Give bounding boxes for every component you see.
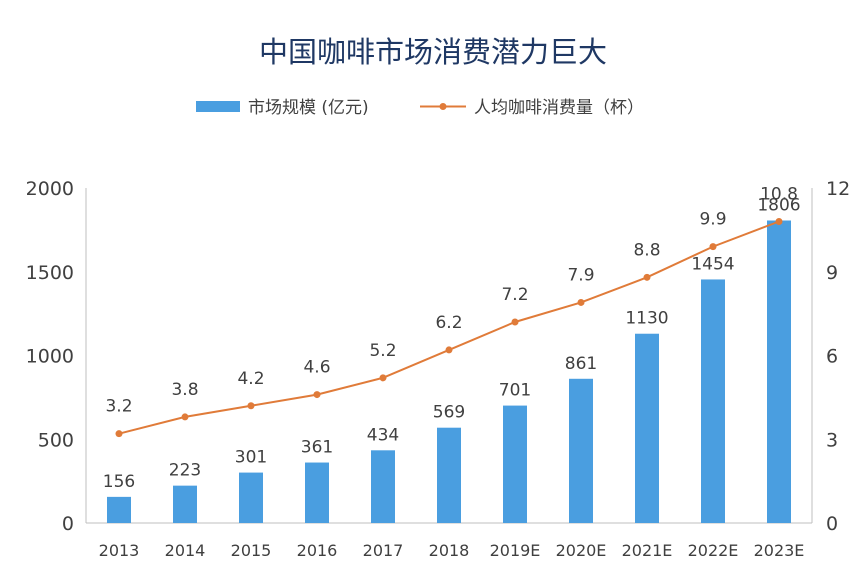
- line-point: [379, 374, 387, 382]
- x-tick-label: 2020E: [556, 541, 607, 560]
- bar: [635, 333, 659, 523]
- bar: [503, 405, 527, 523]
- y-left-tick-label: 500: [38, 429, 74, 451]
- line-value-label: 3.8: [171, 380, 198, 400]
- bar-value-label: 301: [235, 448, 267, 468]
- line-point: [775, 218, 783, 225]
- bar-value-label: 1806: [757, 195, 800, 215]
- line-point: [643, 273, 651, 281]
- legend-label-line: 人均咖啡消费量（杯）: [474, 98, 644, 118]
- x-tick-label: 2023E: [754, 541, 805, 560]
- line-value-label: 8.8: [633, 240, 660, 260]
- line-value-label: 4.6: [303, 358, 330, 378]
- line-value-label: 10.8: [760, 185, 798, 205]
- bar-value-label: 361: [301, 438, 333, 458]
- x-tick-label: 2018: [429, 541, 470, 560]
- line-point: [313, 391, 321, 399]
- x-tick-label: 2017: [363, 541, 404, 560]
- x-tick-label: 2021E: [622, 541, 673, 560]
- legend-swatch-marker: [439, 103, 447, 110]
- legend: 市场规模 (亿元) 人均咖啡消费量（杯）: [196, 98, 644, 118]
- bar: [107, 496, 131, 523]
- bar-value-label: 156: [103, 472, 135, 492]
- bar-value-label: 223: [169, 461, 201, 481]
- y-left-tick-label: 1500: [26, 262, 74, 284]
- y-left-tick-label: 0: [62, 513, 74, 535]
- bar-value-label: 1454: [691, 254, 734, 274]
- bar-value-label: 1130: [625, 309, 668, 329]
- line-value-label: 4.2: [237, 369, 264, 389]
- y-right-tick-label: 0: [826, 513, 838, 535]
- legend-label-bar: 市场规模 (亿元): [248, 98, 369, 118]
- line-point: [511, 318, 519, 326]
- bar: [569, 378, 593, 523]
- bars: 156 223 301 361 434 569 701 861 1130 1454 1806: [103, 195, 801, 523]
- x-tick-label: 2013: [99, 541, 140, 560]
- line-value-label: 3.2: [105, 397, 132, 417]
- line-value-label: 5.2: [369, 341, 396, 361]
- bar: [239, 472, 263, 523]
- bar-value-label: 861: [565, 354, 597, 374]
- line-point: [181, 413, 189, 421]
- y-left-tick-label: 1000: [26, 346, 74, 368]
- x-tick-label: 2016: [297, 541, 338, 560]
- bar: [437, 427, 461, 523]
- line-value-label: 9.9: [699, 210, 726, 230]
- line-value-label: 7.2: [501, 285, 528, 305]
- line-point: [577, 298, 585, 306]
- x-tick-label: 2014: [165, 541, 206, 560]
- line-value-label: 7.9: [567, 265, 594, 285]
- x-tick-label: 2015: [231, 541, 272, 560]
- y-right-tick-label: 6: [826, 346, 838, 368]
- bar-value-label: 701: [499, 381, 531, 401]
- line-point: [115, 430, 123, 438]
- line-point: [445, 346, 453, 354]
- y-right-tick-label: 12: [826, 178, 850, 200]
- y-right-tick-label: 9: [826, 262, 838, 284]
- x-tick-label: 2019E: [490, 541, 541, 560]
- y-right-tick-label: 3: [826, 429, 838, 451]
- line-point: [247, 402, 255, 410]
- bar-value-label: 434: [367, 425, 399, 445]
- y-left-tick-label: 2000: [26, 178, 74, 200]
- x-tick-label: 2022E: [688, 541, 739, 560]
- bar: [701, 279, 725, 523]
- line-series: 3.2 3.8 4.2 4.6 5.2 6.2 7.2 7.9 8.8 9.9 10.8: [105, 185, 798, 438]
- chart-title: 中国咖啡市场消费潜力巨大: [259, 35, 607, 69]
- bar: [767, 220, 791, 523]
- legend-swatch-bar: [196, 101, 240, 112]
- bar: [305, 462, 329, 523]
- line-value-label: 6.2: [435, 313, 462, 333]
- bar: [173, 485, 197, 523]
- bar-value-label: 569: [433, 403, 465, 423]
- line-point: [709, 243, 717, 251]
- axes: 0 500 1000 1500 2000 0 3 6 9 12 2013 2014 2015 2016 20…: [26, 178, 851, 560]
- bar: [371, 450, 395, 523]
